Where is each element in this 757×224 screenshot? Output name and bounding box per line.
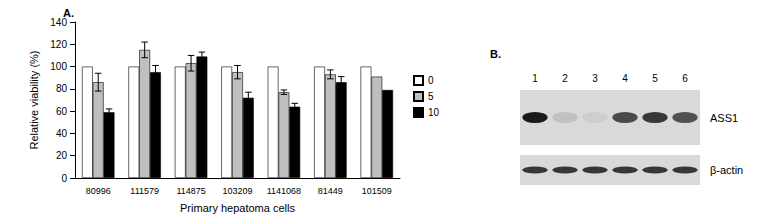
svg-text:4: 4 [622,73,628,84]
svg-text:60: 60 [56,106,68,117]
svg-text:0: 0 [61,173,67,184]
svg-text:103209: 103209 [222,186,252,196]
svg-text:1: 1 [532,73,538,84]
svg-text:1141068: 1141068 [267,186,301,196]
svg-text:20: 20 [56,150,68,161]
svg-text:101509: 101509 [362,186,392,196]
svg-text:0: 0 [428,75,434,86]
svg-text:Relative viability (%): Relative viability (%) [28,50,40,149]
svg-text:114875: 114875 [176,186,205,196]
svg-text:120: 120 [50,39,67,50]
svg-text:81449: 81449 [318,186,343,196]
svg-text:6: 6 [682,73,688,84]
svg-text:5: 5 [428,91,434,102]
svg-text:B.: B. [490,48,501,60]
svg-text:ASS1: ASS1 [710,112,738,124]
svg-text:100: 100 [50,61,67,72]
svg-text:2: 2 [562,73,568,84]
svg-text:80996: 80996 [86,186,111,196]
svg-text:40: 40 [56,128,68,139]
svg-text:80: 80 [56,83,68,94]
svg-text:A.: A. [63,7,74,19]
svg-text:140: 140 [50,16,67,28]
svg-text:Primary hepatoma cells: Primary hepatoma cells [180,202,295,214]
svg-text:111579: 111579 [130,186,159,196]
svg-text:β-actin: β-actin [710,164,743,176]
svg-text:5: 5 [652,73,658,84]
svg-text:10: 10 [428,107,440,118]
svg-text:3: 3 [592,73,598,84]
